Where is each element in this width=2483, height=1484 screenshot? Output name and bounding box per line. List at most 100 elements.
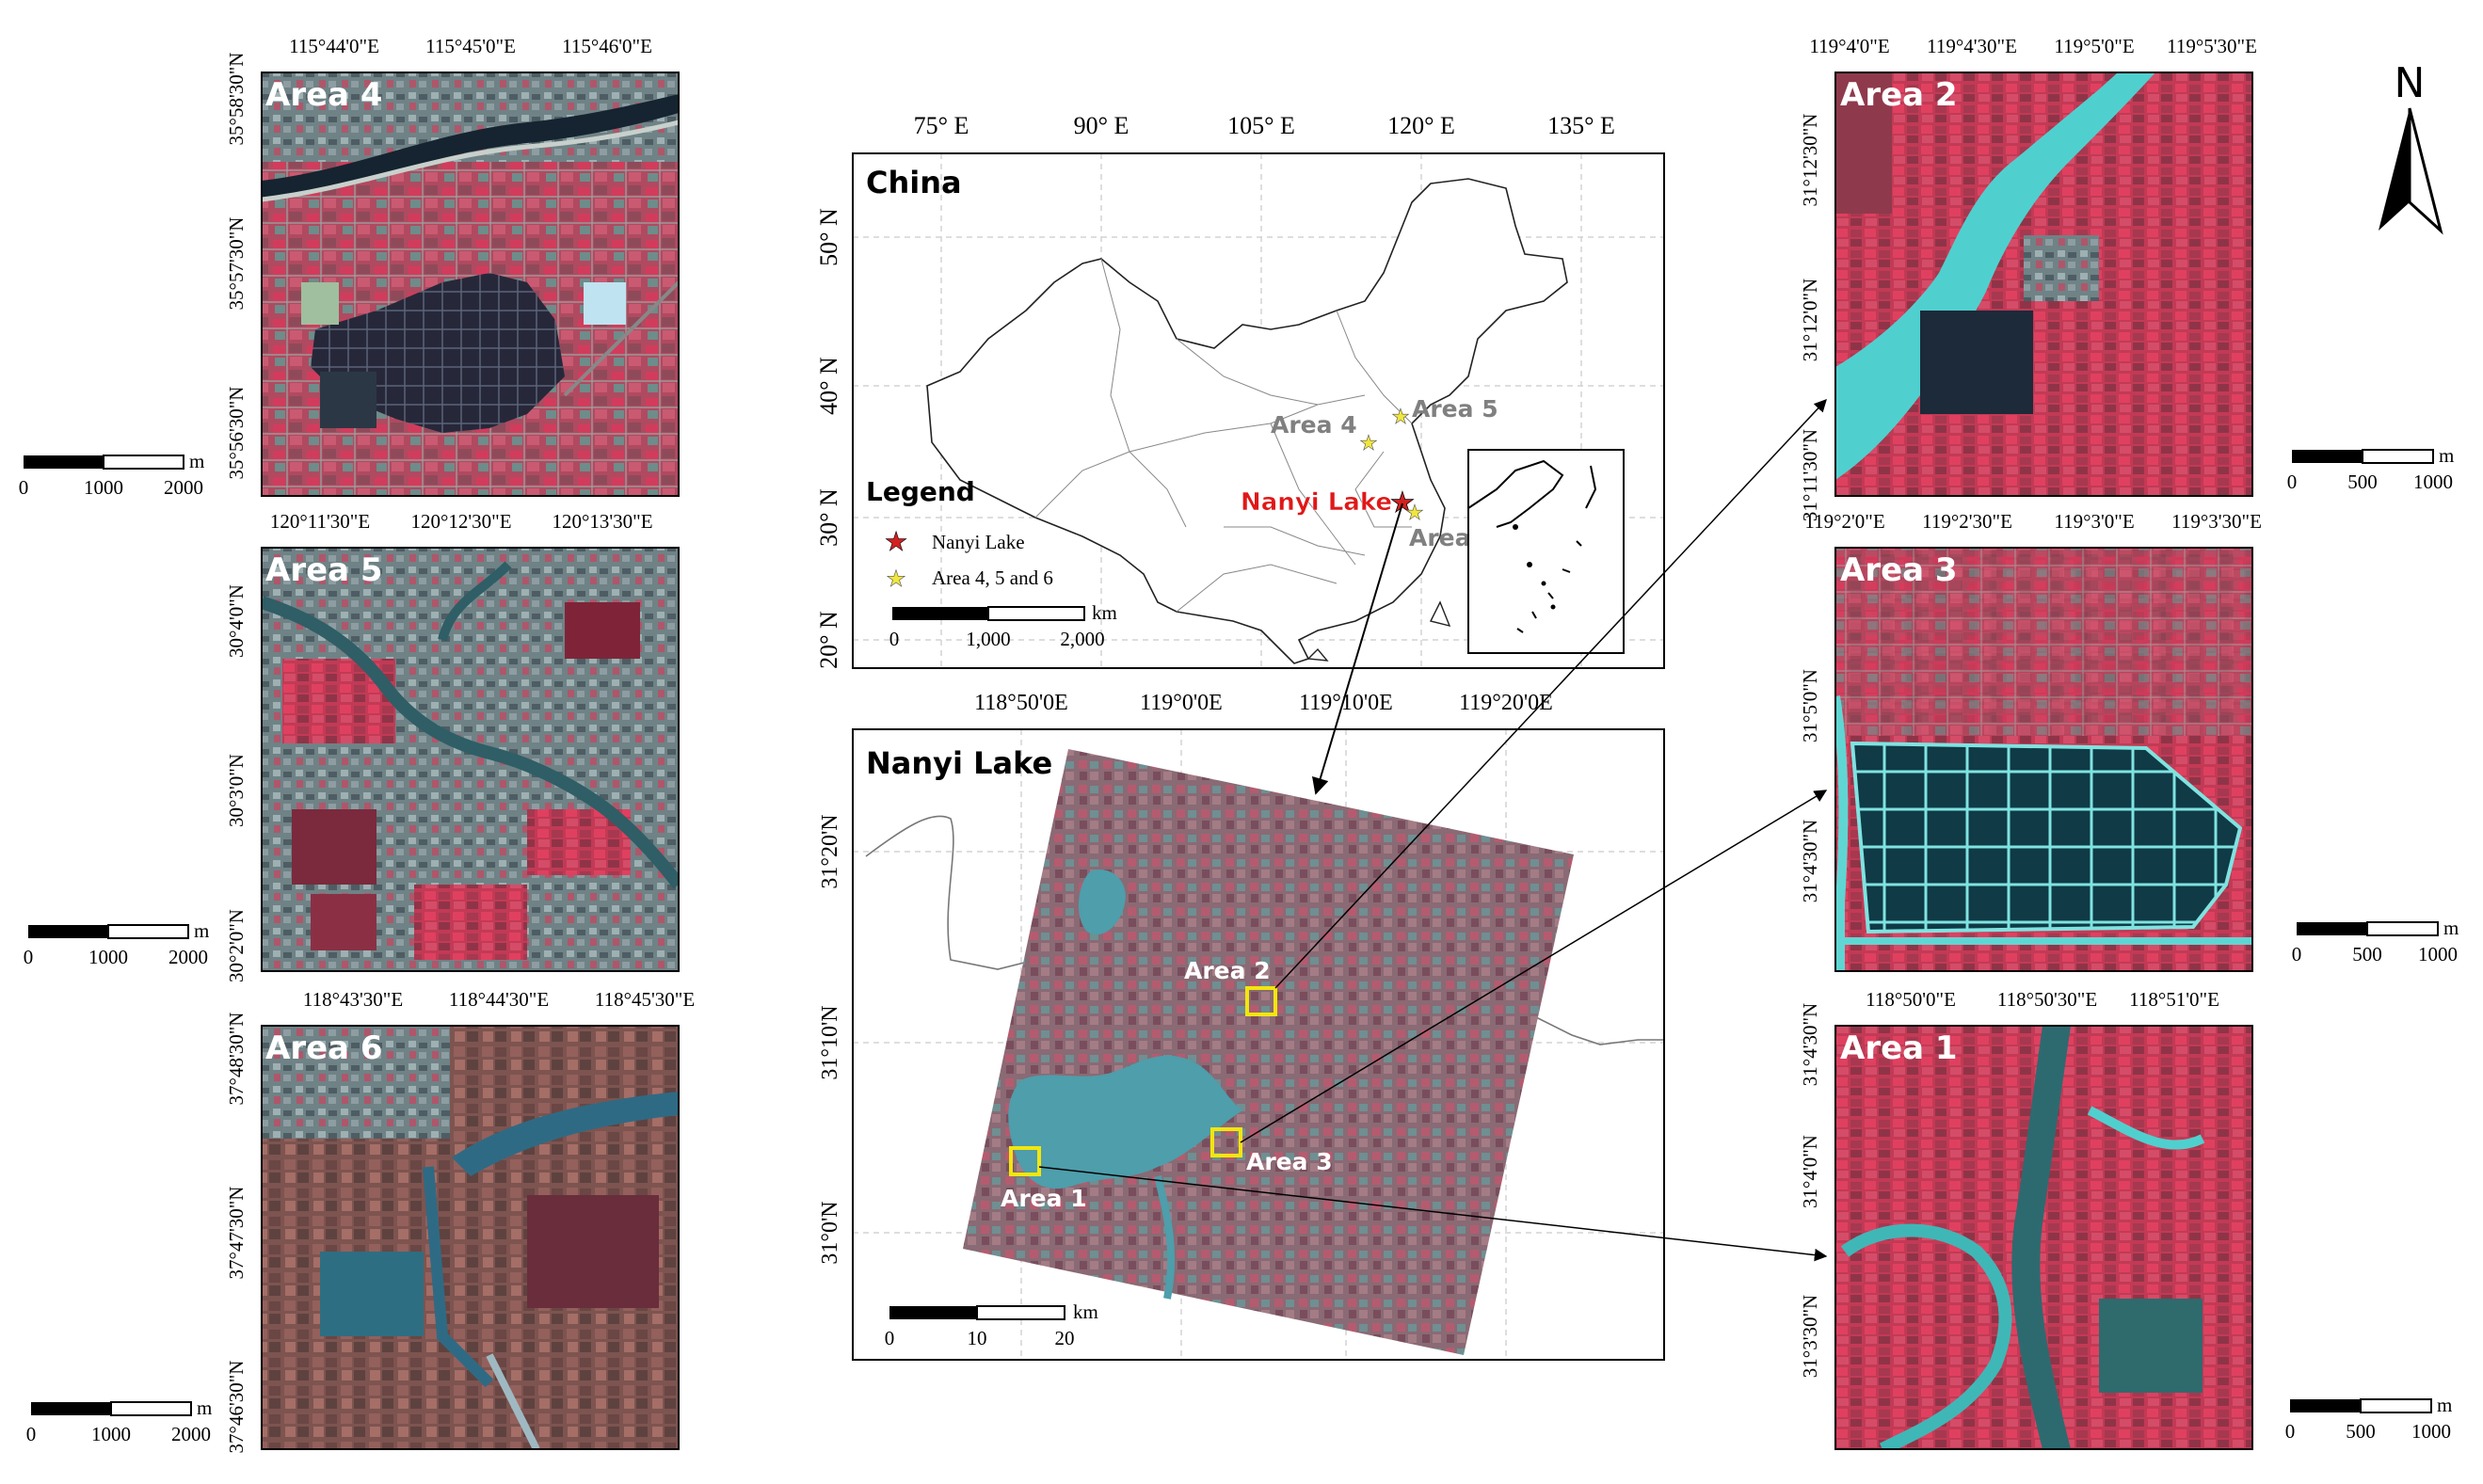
nanyi-scalebar: km 0 10 20 xyxy=(885,1300,1098,1349)
nanyi-scale-tick-2: 20 xyxy=(1055,1327,1075,1349)
area3-image xyxy=(1835,548,2252,971)
area5-scalebar: m 0 1000 2000 xyxy=(24,919,210,968)
nanyi-lake-water xyxy=(1008,1055,1242,1189)
area1-scale-tick-1: 500 xyxy=(2346,1420,2376,1443)
arrow-area2 xyxy=(1274,399,1827,989)
area4-scale-tick-2: 2000 xyxy=(164,476,203,499)
china-left-tick-3: 20° N xyxy=(815,611,842,669)
nanyi-scale-tick-0: 0 xyxy=(885,1327,895,1349)
nanyi-top-tick-0: 118°50'0E xyxy=(974,691,1068,715)
area5-label-china: Area 5 xyxy=(1412,395,1498,423)
nanyi-star-marker: ★ xyxy=(1390,487,1416,519)
north-arrow: N xyxy=(2379,59,2443,235)
china-scale-tick-2: 2,000 xyxy=(1060,628,1104,650)
area5-left-tick-2: 30°2'0"N xyxy=(225,909,248,982)
north-arrow-icon xyxy=(2379,108,2410,231)
area6-image xyxy=(262,1026,679,1449)
area6-top-tick-0: 118°43'30"E xyxy=(303,988,403,1011)
area4-scale-tick-1: 1000 xyxy=(84,476,123,499)
area4-top-tick-2: 115°46'0"E xyxy=(562,35,652,57)
area4-title: Area 4 xyxy=(265,76,383,114)
area2-scale-tick-0: 0 xyxy=(2287,471,2298,493)
area6-scale-unit: m xyxy=(197,1396,212,1419)
panel-area4: Area 4 115°44'0"E 115°45'0"E 115°46'0"E … xyxy=(19,35,680,499)
area5-top-tick-2: 120°13'30"E xyxy=(552,510,652,533)
area5-image xyxy=(262,548,679,971)
area2-left-tick-2: 31°11'30"N xyxy=(1799,429,1821,521)
area3-box-label: Area 3 xyxy=(1246,1148,1333,1175)
panel-area6: Area 6 118°43'30"E 118°44'30"E 118°45'30… xyxy=(26,988,695,1453)
area4-left-tick-2: 35°56'30"N xyxy=(225,387,248,480)
area1-box-label: Area 1 xyxy=(1001,1185,1087,1212)
area4-label-china: Area 4 xyxy=(1271,411,1357,439)
nanyi-label-china: Nanyi Lake xyxy=(1241,488,1392,517)
area5-left-tick-0: 30°4'0"N xyxy=(225,584,248,658)
area1-title: Area 1 xyxy=(1840,1029,1958,1067)
area6-left-tick-0: 37°48'30"N xyxy=(225,1013,248,1106)
area4-top-tick-0: 115°44'0"E xyxy=(289,35,379,57)
china-scale-tick-0: 0 xyxy=(889,628,900,650)
area3-scalebar: m 0 500 1000 xyxy=(2292,917,2459,965)
nanyi-scale-tick-1: 10 xyxy=(968,1327,987,1349)
area4-left-tick-1: 35°57'30"N xyxy=(225,217,248,311)
nanyi-map: Nanyi Lake 118°50'0E 119°0'0E 119°10'0E … xyxy=(818,691,1665,1361)
area3-scale-tick-2: 1000 xyxy=(2418,943,2458,965)
area1-box xyxy=(1009,1146,1041,1176)
area6-top-tick-2: 118°45'30"E xyxy=(595,988,695,1011)
area2-scale-tick-2: 1000 xyxy=(2413,471,2453,493)
arrow-china-to-nanyi xyxy=(1312,503,1403,795)
nanyi-left-tick-2: 31°0'N xyxy=(818,1201,842,1264)
legend-area-symbol: ★ xyxy=(886,567,906,592)
china-left-tick-2: 30° N xyxy=(815,488,842,547)
area1-scale-unit: m xyxy=(2437,1394,2452,1416)
panel-area2: Area 2 119°4'0"E 119°4'30"E 119°5'0"E 11… xyxy=(1799,35,2454,521)
area2-top-tick-2: 119°5'0"E xyxy=(2054,35,2134,57)
province-lines xyxy=(1034,258,1413,613)
area2-left-tick-1: 31°12'0"N xyxy=(1799,279,1821,361)
area1-left-tick-2: 31°3'30"N xyxy=(1799,1295,1821,1378)
nanyi-left-tick-1: 31°10'N xyxy=(818,1005,842,1079)
area4-image xyxy=(262,72,679,496)
area1-image xyxy=(1835,1026,2252,1449)
area1-left-tick-0: 31°4'30"N xyxy=(1799,1003,1821,1086)
area1-top-tick-1: 118°50'30"E xyxy=(1997,988,2097,1011)
area3-scale-unit: m xyxy=(2443,917,2459,939)
area2-top-tick-0: 119°4'0"E xyxy=(1809,35,1889,57)
area1-left-tick-1: 31°4'0"N xyxy=(1799,1135,1821,1208)
area3-top-tick-0: 119°2'0"E xyxy=(1804,510,1884,533)
china-scale-unit: km xyxy=(1092,601,1117,624)
area6-left-tick-2: 37°46'30"N xyxy=(225,1361,248,1454)
area2-scale-tick-1: 500 xyxy=(2347,471,2378,493)
arrow-area1 xyxy=(1038,1166,1828,1262)
panel-area5: Area 5 120°11'30"E 120°12'30"E 120°13'30… xyxy=(24,510,680,982)
nanyi-title: Nanyi Lake xyxy=(866,745,1052,781)
china-top-tick-0: 75° E xyxy=(914,112,969,139)
south-china-sea-inset xyxy=(1467,449,1625,654)
china-scalebar: km 0 1,000 2,000 xyxy=(889,601,1117,650)
area6-scale-tick-2: 2000 xyxy=(171,1423,211,1445)
china-scale-tick-1: 1,000 xyxy=(966,628,1010,650)
area3-top-tick-1: 119°2'30"E xyxy=(1922,510,2012,533)
area3-title: Area 3 xyxy=(1840,551,1958,589)
area2-top-tick-1: 119°4'30"E xyxy=(1927,35,2017,57)
area3-left-tick-1: 31°4'30"N xyxy=(1799,820,1821,902)
area2-box-label: Area 2 xyxy=(1184,957,1271,984)
satellite-scene xyxy=(963,749,1574,1355)
area5-star-marker: ★ xyxy=(1391,405,1410,428)
area6-scale-tick-1: 1000 xyxy=(91,1423,131,1445)
area4-scalebar: m 0 1000 2000 xyxy=(19,450,205,499)
area5-left-tick-1: 30°3'0"N xyxy=(225,754,248,827)
area4-top-tick-1: 115°45'0"E xyxy=(425,35,516,57)
area3-scale-tick-0: 0 xyxy=(2292,943,2302,965)
nanyi-left-tick-0: 31°20'N xyxy=(818,814,842,888)
area5-top-tick-0: 120°11'30"E xyxy=(270,510,370,533)
china-top-tick-2: 105° E xyxy=(1227,112,1295,139)
area5-title: Area 5 xyxy=(265,551,383,589)
area6-star-marker: ★ xyxy=(1405,501,1424,524)
area3-scale-tick-1: 500 xyxy=(2352,943,2382,965)
area6-left-tick-1: 37°47'30"N xyxy=(225,1187,248,1280)
china-outline xyxy=(926,178,1568,664)
area2-scale-unit: m xyxy=(2439,444,2454,467)
panel-area3: Area 3 119°2'0"E 119°2'30"E 119°3'0"E 11… xyxy=(1799,510,2459,972)
